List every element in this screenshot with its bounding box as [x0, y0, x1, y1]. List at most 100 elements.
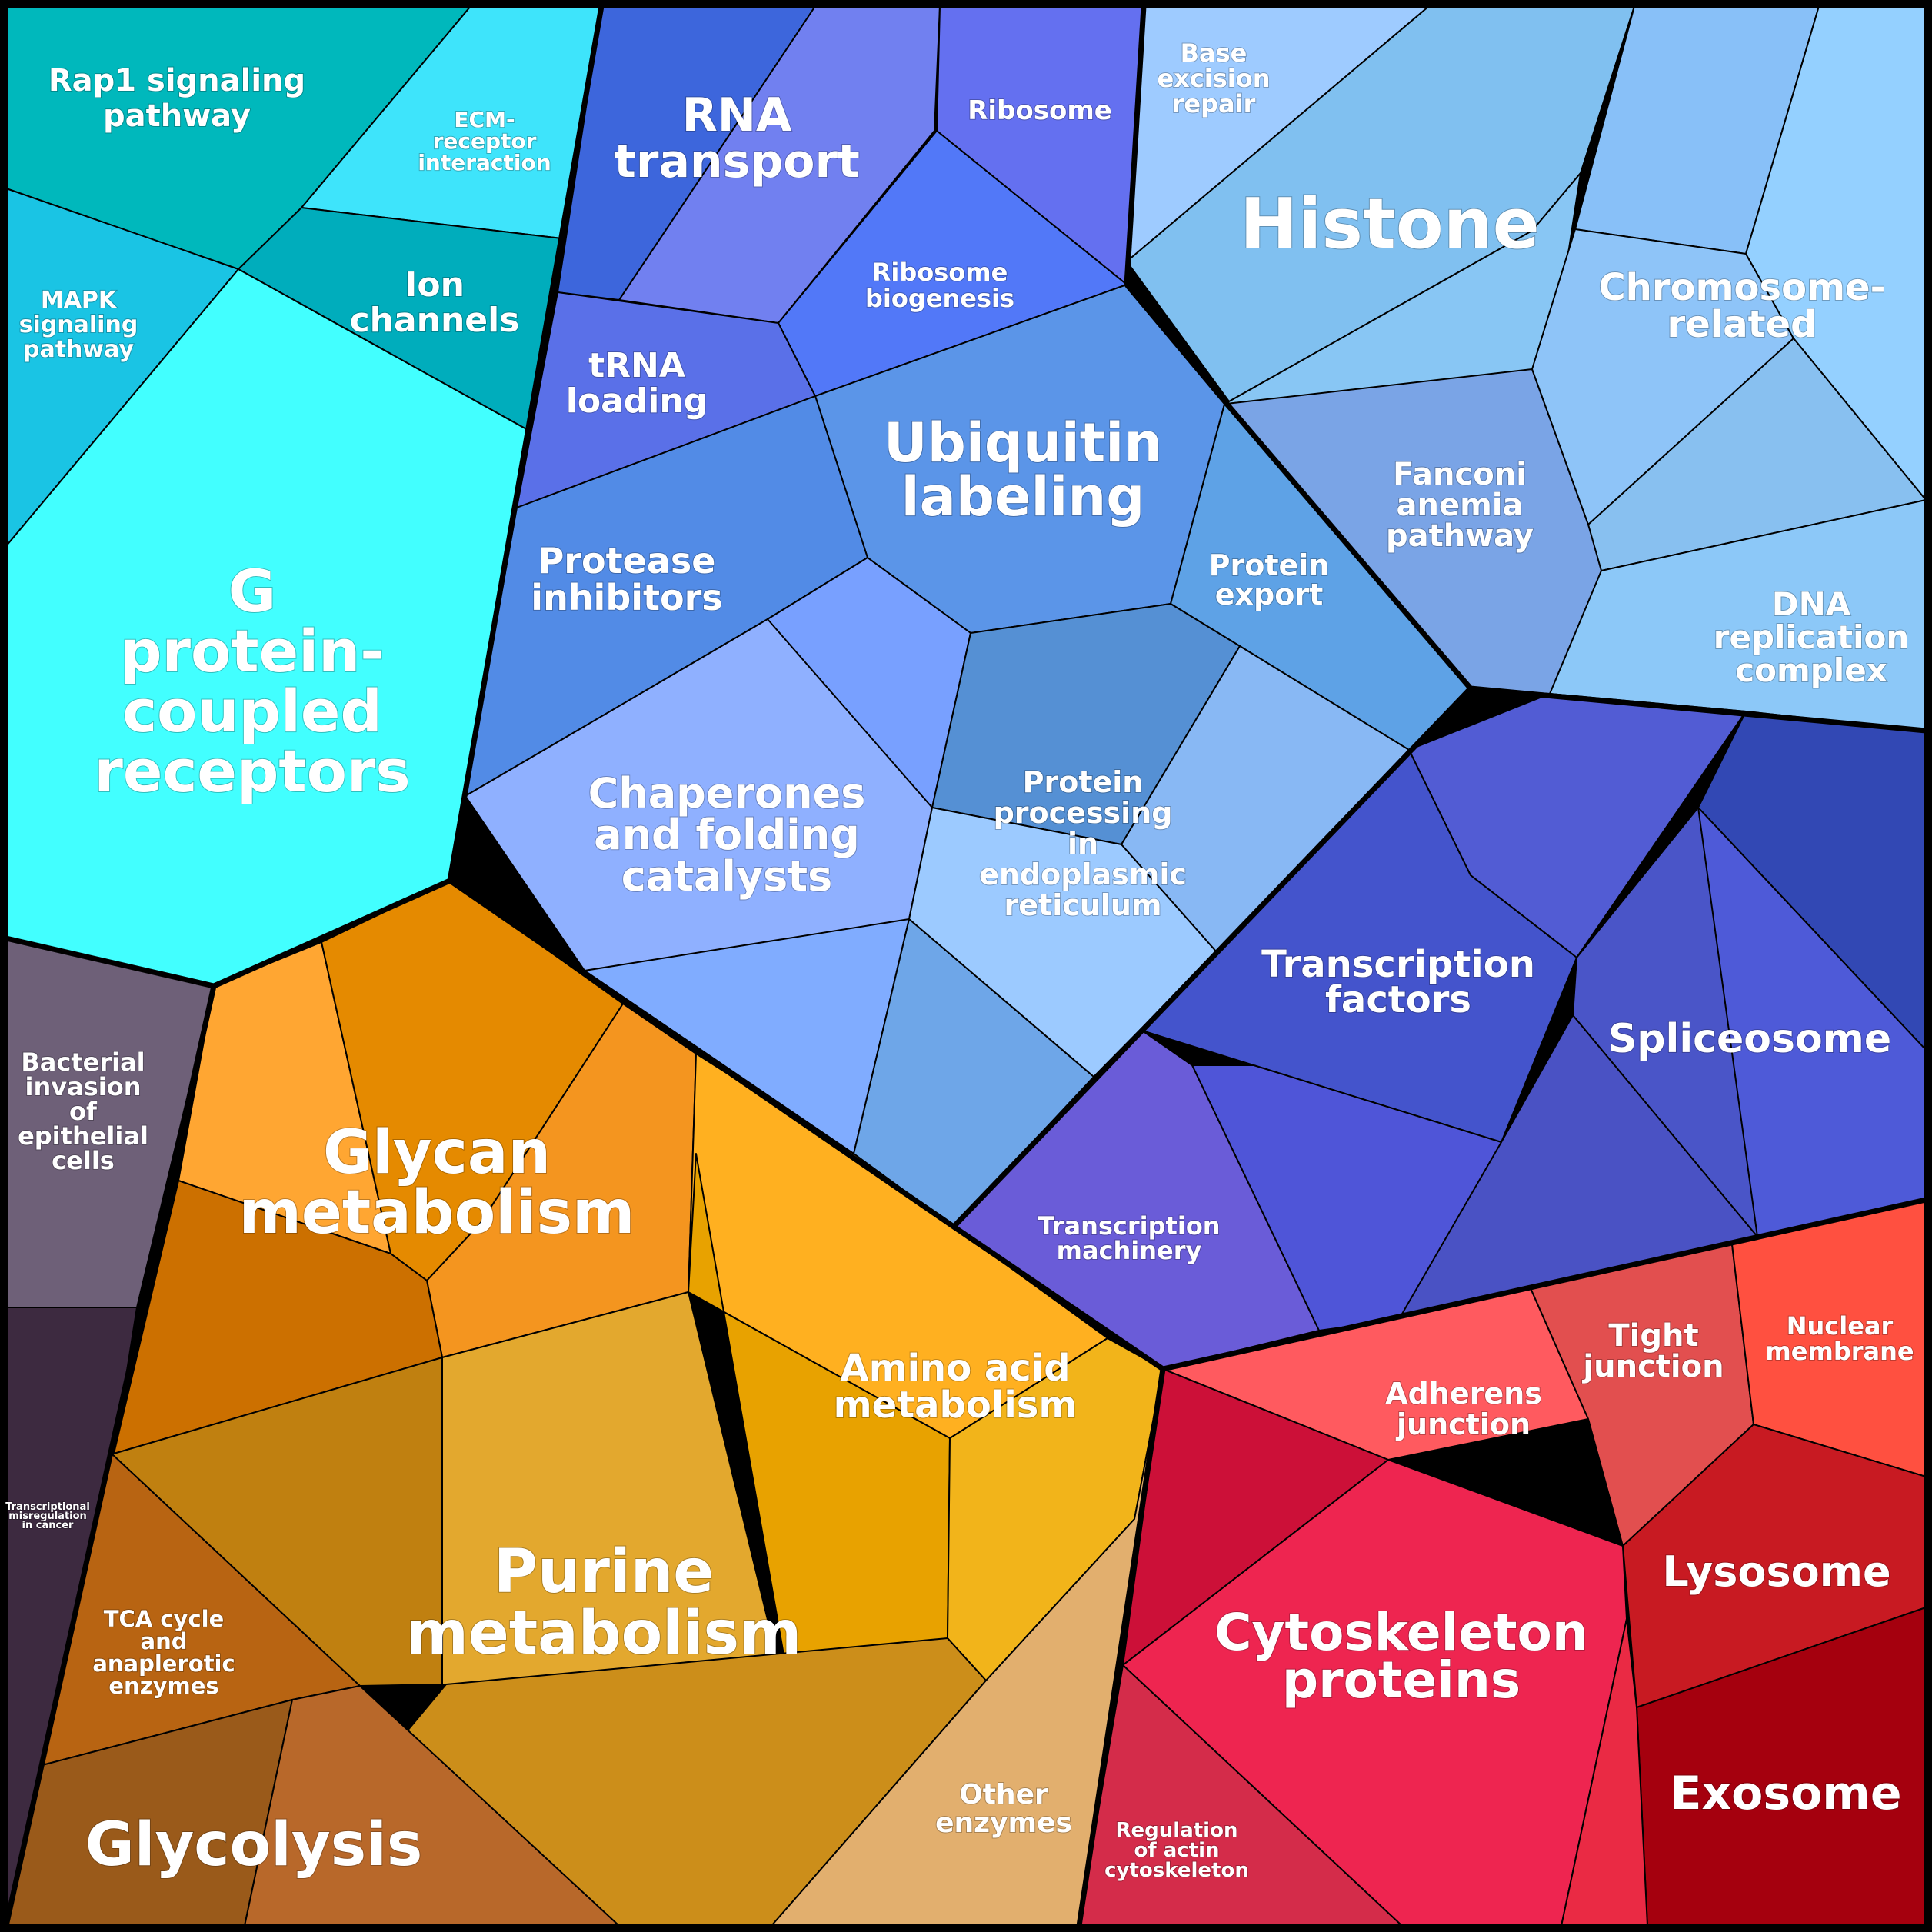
region-label-line: cells	[52, 1146, 115, 1175]
region-label-line: MAPK	[41, 287, 118, 314]
region-label-glycolysis: Glycolysis	[85, 1810, 423, 1880]
region-label-line: channels	[350, 301, 520, 340]
region-label-chromosome: Chromosome-related	[1598, 266, 1885, 346]
region-label-line: Adherens	[1385, 1377, 1542, 1411]
region-label-line: Transcription	[1038, 1211, 1220, 1241]
region-label-protexport: Protein export	[1209, 548, 1330, 611]
region-label-line: labeling	[901, 465, 1145, 528]
region-label-line: misregulation	[8, 1511, 87, 1522]
region-label-line: related	[1667, 303, 1817, 346]
cell-layer	[5, 5, 1927, 1927]
group-border-3	[1124, 282, 1927, 734]
region-label-line: endoplasmic	[979, 858, 1187, 891]
region-label-line: Glycolysis	[85, 1810, 423, 1880]
region-label-line: Rap1 signaling	[48, 63, 305, 98]
region-label-line: receptor	[433, 128, 537, 154]
region-label-ribosome: Ribosome	[968, 95, 1112, 126]
region-label-rap1: Rap1 signaling pathway	[48, 63, 305, 134]
region-label-line: Ion	[405, 265, 465, 305]
region-label-adherens: Adherens junction	[1385, 1377, 1542, 1441]
region-label-exosome: Exosome	[1670, 1767, 1901, 1820]
group-border-layer	[3, 5, 1927, 1927]
region-label-protease: Protease inhibitors	[531, 540, 722, 618]
region-label-amino: Amino acid metabolism	[834, 1347, 1078, 1427]
region-label-line: processing	[994, 796, 1173, 830]
region-label-purine: Purine metabolism	[406, 1537, 802, 1668]
region-label-line: junction	[1581, 1349, 1724, 1384]
region-label-line: repair	[1172, 89, 1256, 118]
group-border-8	[1162, 1197, 1927, 1372]
region-label-er: Protein processing in endoplasmic reticulum	[979, 765, 1187, 922]
region-label-ubiq: Ubiquitin labeling	[884, 411, 1162, 528]
region-label-line: machinery	[1057, 1236, 1202, 1265]
region-label-line: Transcription	[1261, 943, 1535, 986]
region-label-other: Other enzymes	[935, 1779, 1072, 1839]
region-label-line: TCA cycle	[104, 1606, 225, 1632]
region-label-line: excision	[1157, 64, 1270, 93]
group-border-6	[3, 985, 217, 1927]
region-label-tca: TCA cycle and anaplerotic enzymes	[92, 1606, 235, 1699]
region-label-txmach: Transcription machinery	[1038, 1211, 1220, 1265]
region-label-line: proteins	[1282, 1651, 1521, 1710]
region-label-line: Tight	[1608, 1318, 1698, 1354]
group-border-4	[1124, 5, 1147, 285]
region-label-line: enzymes	[935, 1807, 1072, 1839]
region-label-line: coupled	[122, 677, 382, 745]
region-label-line: transport	[614, 135, 860, 188]
region-label-rna: RNA transport	[614, 88, 860, 188]
cell-42	[113, 1180, 443, 1454]
region-label-line: invasion	[25, 1072, 142, 1101]
group-border-5	[951, 686, 1473, 1229]
region-label-line: loading	[566, 381, 708, 421]
region-label-line: catalysts	[621, 852, 833, 901]
region-label-tf: Transcription factors	[1261, 943, 1535, 1021]
region-label-line: Bacterial	[21, 1048, 145, 1077]
region-label-line: protein-	[120, 617, 385, 685]
region-label-line: Ribosome	[872, 258, 1008, 287]
region-label-chaperones: Chaperones and folding catalysts	[588, 769, 866, 901]
region-label-line: Chaperones	[588, 769, 866, 818]
region-label-line: Chromosome-	[1598, 266, 1885, 309]
region-label-ion: Ion channels	[350, 265, 520, 340]
region-label-line: complex	[1735, 651, 1887, 689]
region-label-line: cytoskeleton	[1104, 1859, 1249, 1882]
region-label-line: of actin	[1134, 1839, 1219, 1862]
region-label-line: membrane	[1765, 1337, 1914, 1366]
region-label-line: Histone	[1240, 184, 1540, 265]
region-label-line: Cytoskeleton	[1214, 1603, 1588, 1662]
region-label-line: biogenesis	[865, 284, 1014, 313]
region-label-line: Lysosome	[1662, 1547, 1890, 1596]
region-label-line: in	[1068, 827, 1098, 861]
region-label-line: export	[1215, 578, 1324, 611]
region-label-line: Ribosome	[968, 95, 1112, 126]
region-label-line: replication	[1714, 618, 1910, 656]
region-label-ber: Base excision repair	[1157, 38, 1270, 118]
region-label-line: pathway	[103, 98, 251, 134]
label-layer: Rap1 signaling pathway ECM-receptor interac…	[5, 38, 1914, 1883]
region-label-line: Regulation	[1116, 1819, 1238, 1842]
region-label-line: and	[141, 1628, 188, 1654]
region-label-cyto: Cytoskeleton proteins	[1214, 1603, 1588, 1710]
region-label-dnarep: DNA replication complex	[1714, 585, 1910, 689]
region-label-line: Fanconi	[1393, 457, 1527, 492]
region-label-line: and folding	[594, 811, 860, 859]
region-label-line: epithelial	[18, 1121, 148, 1151]
region-label-line: interaction	[418, 150, 551, 175]
region-label-ecm: ECM-receptor interaction	[418, 107, 551, 175]
region-label-line: pathway	[23, 336, 134, 363]
region-label-line: factors	[1325, 978, 1471, 1021]
region-label-line: inhibitors	[531, 577, 722, 618]
group-border-0	[447, 5, 605, 881]
region-label-line: metabolism	[239, 1178, 635, 1247]
region-label-line: Exosome	[1670, 1767, 1901, 1820]
region-label-line: metabolism	[834, 1384, 1078, 1427]
region-label-line: Protein	[1209, 548, 1330, 582]
region-label-line: receptors	[94, 737, 410, 805]
region-label-splice: Spliceosome	[1608, 1016, 1891, 1062]
region-label-line: reticulum	[1004, 888, 1162, 922]
region-label-line: Purine	[494, 1537, 714, 1607]
region-label-line: Other	[959, 1779, 1048, 1810]
group-border-7	[1076, 1368, 1166, 1927]
